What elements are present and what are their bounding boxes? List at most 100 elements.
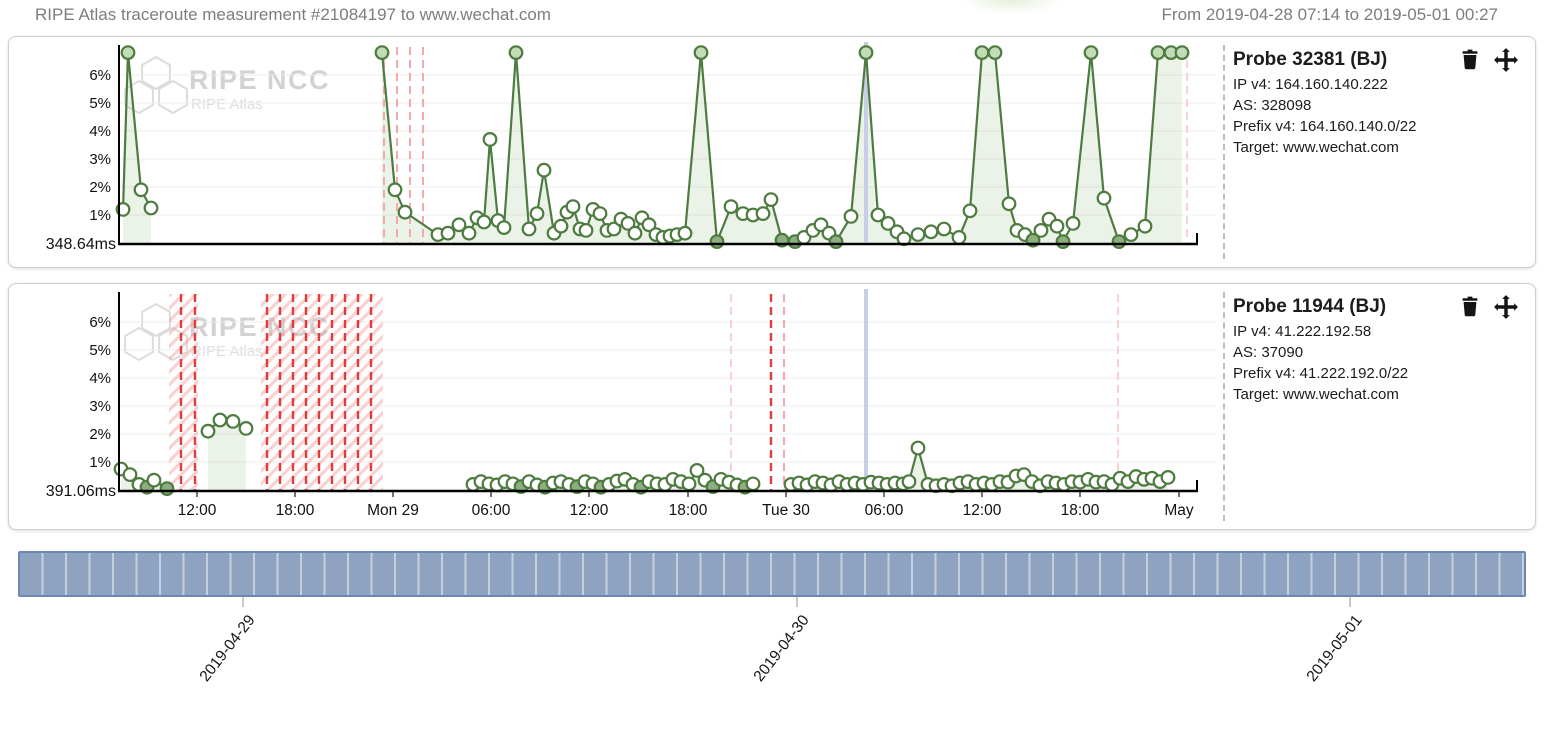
- y-tick-label: 2%: [89, 179, 111, 196]
- loss-area-fill: [208, 420, 246, 490]
- data-point[interactable]: [387, 182, 403, 198]
- data-point[interactable]: [627, 225, 643, 241]
- data-point[interactable]: [225, 413, 241, 429]
- loss-line: [121, 52, 152, 210]
- data-point[interactable]: [828, 234, 844, 250]
- data-point[interactable]: [374, 45, 390, 60]
- data-point[interactable]: [592, 206, 608, 222]
- y-tick-label: 1%: [89, 207, 111, 224]
- data-point[interactable]: [146, 472, 162, 488]
- data-point[interactable]: [508, 45, 524, 60]
- data-point[interactable]: [1123, 227, 1139, 243]
- data-point[interactable]: [880, 215, 896, 231]
- data-point[interactable]: [122, 467, 138, 483]
- probe-prefix: Prefix v4: 164.160.140.0/22: [1233, 118, 1417, 135]
- data-point[interactable]: [496, 220, 512, 236]
- data-point[interactable]: [238, 420, 254, 436]
- probe-target: Target: www.wechat.com: [1233, 386, 1399, 403]
- data-point[interactable]: [200, 423, 216, 439]
- data-point[interactable]: [133, 182, 149, 198]
- y-tick-label: 5%: [89, 95, 111, 112]
- data-point[interactable]: [553, 218, 569, 234]
- data-point[interactable]: [143, 200, 159, 216]
- timeline-overview-bar[interactable]: [18, 551, 1526, 597]
- timeline-date-label: 2019-04-29: [196, 612, 259, 685]
- data-point[interactable]: [689, 462, 705, 478]
- data-point[interactable]: [923, 224, 939, 240]
- data-point[interactable]: [755, 206, 771, 222]
- delete-probe-button[interactable]: [1458, 47, 1484, 73]
- data-point[interactable]: [565, 199, 581, 215]
- delete-probe-button[interactable]: [1458, 294, 1484, 320]
- y-tick-label: 5%: [89, 342, 111, 359]
- x-tick-label: 06:00: [472, 502, 511, 519]
- data-point[interactable]: [677, 225, 693, 241]
- x-tick-label: May: [1164, 502, 1194, 519]
- probe-info: Probe 11944 (BJ) IP v4: 41.222.192.58 AS…: [1233, 296, 1515, 405]
- data-point[interactable]: [910, 440, 926, 456]
- date-range: From 2019-04-28 07:14 to 2019-05-01 00:2…: [1161, 5, 1498, 24]
- data-point[interactable]: [1033, 222, 1049, 238]
- data-point[interactable]: [212, 412, 228, 428]
- x-tick-label: Mon 29: [367, 502, 419, 519]
- data-point[interactable]: [901, 474, 917, 490]
- data-point[interactable]: [936, 221, 952, 237]
- data-point[interactable]: [1111, 234, 1127, 250]
- data-point[interactable]: [858, 45, 874, 60]
- data-point[interactable]: [843, 208, 859, 224]
- data-point[interactable]: [1065, 215, 1081, 231]
- data-point[interactable]: [1137, 218, 1153, 234]
- y-tick-label: 1%: [89, 454, 111, 471]
- data-point[interactable]: [709, 234, 725, 250]
- svg-text:RIPE Atlas: RIPE Atlas: [191, 343, 263, 360]
- x-tick-label: 12:00: [963, 502, 1002, 519]
- data-point[interactable]: [763, 192, 779, 208]
- probe-asn: AS: 328098: [1233, 97, 1312, 114]
- loss-line: [380, 51, 1182, 245]
- data-point[interactable]: [1096, 190, 1112, 206]
- data-point[interactable]: [962, 203, 978, 219]
- move-panel-button[interactable]: [1493, 294, 1519, 320]
- data-point[interactable]: [521, 221, 537, 237]
- data-point[interactable]: [120, 45, 136, 60]
- data-point[interactable]: [461, 225, 477, 241]
- data-point[interactable]: [1083, 45, 1099, 60]
- probe-title: Probe 11944 (BJ): [1233, 296, 1387, 317]
- data-point[interactable]: [870, 207, 886, 223]
- data-point[interactable]: [1150, 45, 1166, 60]
- probe-target: Target: www.wechat.com: [1233, 139, 1399, 156]
- data-point[interactable]: [693, 45, 709, 60]
- data-point[interactable]: [1049, 218, 1065, 234]
- data-point[interactable]: [529, 206, 545, 222]
- data-point[interactable]: [451, 217, 467, 233]
- probe-panel-11944: RIPE NCC RIPE Atlas 1% 2% 3% 4% 5% 6% 391.06ms 12…: [8, 283, 1536, 530]
- panel-divider: [1223, 292, 1225, 521]
- data-point[interactable]: [987, 45, 1003, 60]
- y-tick-label: 4%: [89, 123, 111, 140]
- data-point[interactable]: [745, 476, 761, 492]
- data-point[interactable]: [397, 204, 413, 220]
- data-point[interactable]: [681, 476, 697, 492]
- data-point[interactable]: [1174, 45, 1190, 60]
- data-point[interactable]: [1160, 469, 1176, 485]
- data-point[interactable]: [910, 227, 926, 243]
- data-point[interactable]: [440, 225, 456, 241]
- data-point[interactable]: [476, 214, 492, 230]
- data-point[interactable]: [974, 45, 990, 60]
- data-point[interactable]: [1055, 234, 1071, 250]
- data-point[interactable]: [606, 221, 622, 237]
- data-point[interactable]: [723, 199, 739, 215]
- data-point[interactable]: [1001, 196, 1017, 212]
- data-point[interactable]: [578, 222, 594, 238]
- trash-icon: [1462, 49, 1478, 70]
- move-panel-button[interactable]: [1493, 47, 1519, 73]
- data-point[interactable]: [620, 215, 636, 231]
- data-point[interactable]: [536, 162, 552, 178]
- data-point[interactable]: [482, 131, 498, 147]
- data-point[interactable]: [951, 229, 967, 245]
- data-point[interactable]: [641, 217, 657, 233]
- data-point[interactable]: [159, 481, 175, 497]
